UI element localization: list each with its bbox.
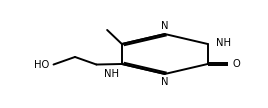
Text: HO: HO: [34, 60, 50, 70]
Text: NH: NH: [216, 38, 231, 48]
Text: N: N: [161, 77, 169, 87]
Text: N: N: [161, 21, 169, 31]
Text: O: O: [233, 59, 240, 69]
Text: NH: NH: [104, 69, 119, 79]
